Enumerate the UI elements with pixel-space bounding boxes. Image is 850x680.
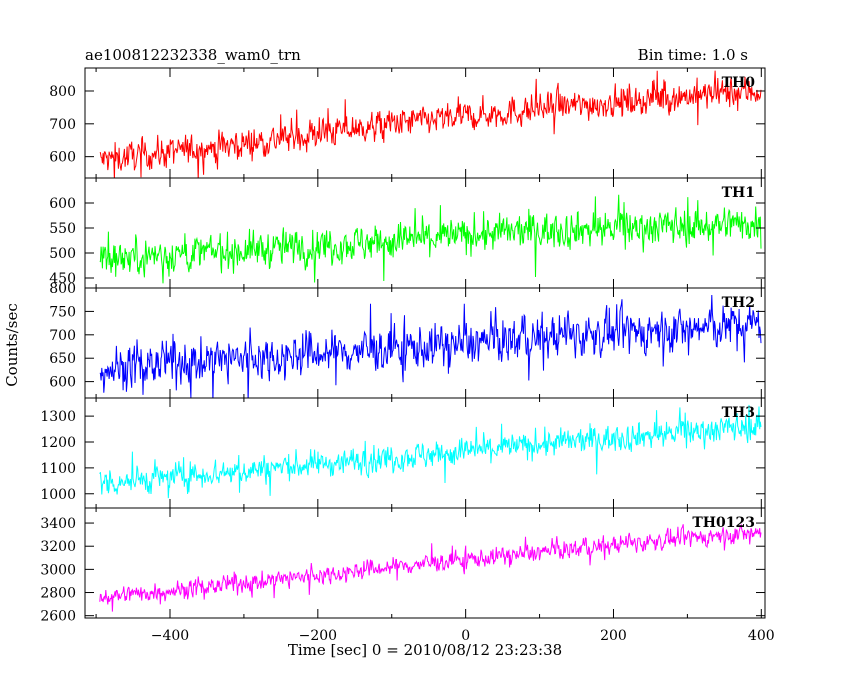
y-tick-label: 600 (49, 150, 76, 166)
panel-th2: TH2 600 650 700 750 800 (49, 281, 766, 399)
y-tick-label: 1000 (40, 487, 76, 503)
chart-title: ae100812232338_wam0_trn (85, 46, 301, 64)
y-tick-label: 500 (49, 246, 76, 262)
y-tick-label: 600 (49, 196, 76, 212)
y-tick-label: 800 (49, 281, 76, 297)
y-tick-label: 1300 (40, 409, 76, 425)
y-tick-label: 1200 (40, 435, 76, 451)
y-tick-label: 3000 (40, 562, 76, 578)
bin-time-label: Bin time: 1.0 s (638, 46, 748, 64)
x-tick-label: 200 (600, 628, 627, 644)
series-th0123 (99, 523, 762, 612)
panels: TH0 600 700 800 TH1 450 500 550 600 TH2 600 650 700 7… (40, 67, 775, 644)
y-tick-label: 700 (49, 117, 76, 133)
series-th2 (99, 294, 762, 398)
y-tick-label: 550 (49, 221, 76, 237)
y-tick-label: 650 (49, 351, 76, 367)
y-tick-label: 700 (49, 328, 76, 344)
x-tick-label: −400 (151, 628, 189, 644)
y-tick-label: 2800 (40, 586, 76, 602)
panel-label: TH0123 (692, 515, 755, 531)
panel-frame (84, 67, 766, 179)
y-tick-label: 1100 (40, 461, 76, 477)
x-tick-label: 400 (748, 628, 775, 644)
panel-frame (84, 507, 766, 619)
panel-th1: TH1 450 500 550 600 (49, 177, 766, 289)
panel-label: TH3 (722, 405, 755, 421)
panel-label: TH0 (722, 75, 756, 91)
y-tick-label: 800 (49, 84, 76, 100)
y-tick-label: 750 (49, 304, 76, 320)
y-tick-label: 3400 (40, 516, 76, 532)
y-tick-label: 2600 (40, 609, 76, 625)
y-tick-label: 450 (49, 271, 76, 287)
series-th1 (99, 194, 762, 284)
panel-label: TH2 (722, 295, 755, 311)
x-tick-label: −200 (299, 628, 337, 644)
panel-label: TH1 (722, 185, 755, 201)
panel-th0123: TH0123 2600 2800 3000 3200 3400 −400 −200 0 200 40… (40, 507, 775, 644)
y-tick-label: 3200 (40, 539, 76, 555)
x-tick-label: 0 (461, 628, 470, 644)
x-axis-label: Time [sec] 0 = 2010/08/12 23:23:38 (288, 641, 562, 659)
y-axis-label: Counts/sec (3, 303, 21, 387)
series-th0 (99, 70, 762, 178)
panel-th3: TH3 1000 1100 1200 1300 (40, 397, 766, 509)
y-tick-label: 600 (49, 375, 76, 391)
panel-th0: TH0 600 700 800 (49, 67, 766, 179)
series-th3 (99, 404, 762, 499)
